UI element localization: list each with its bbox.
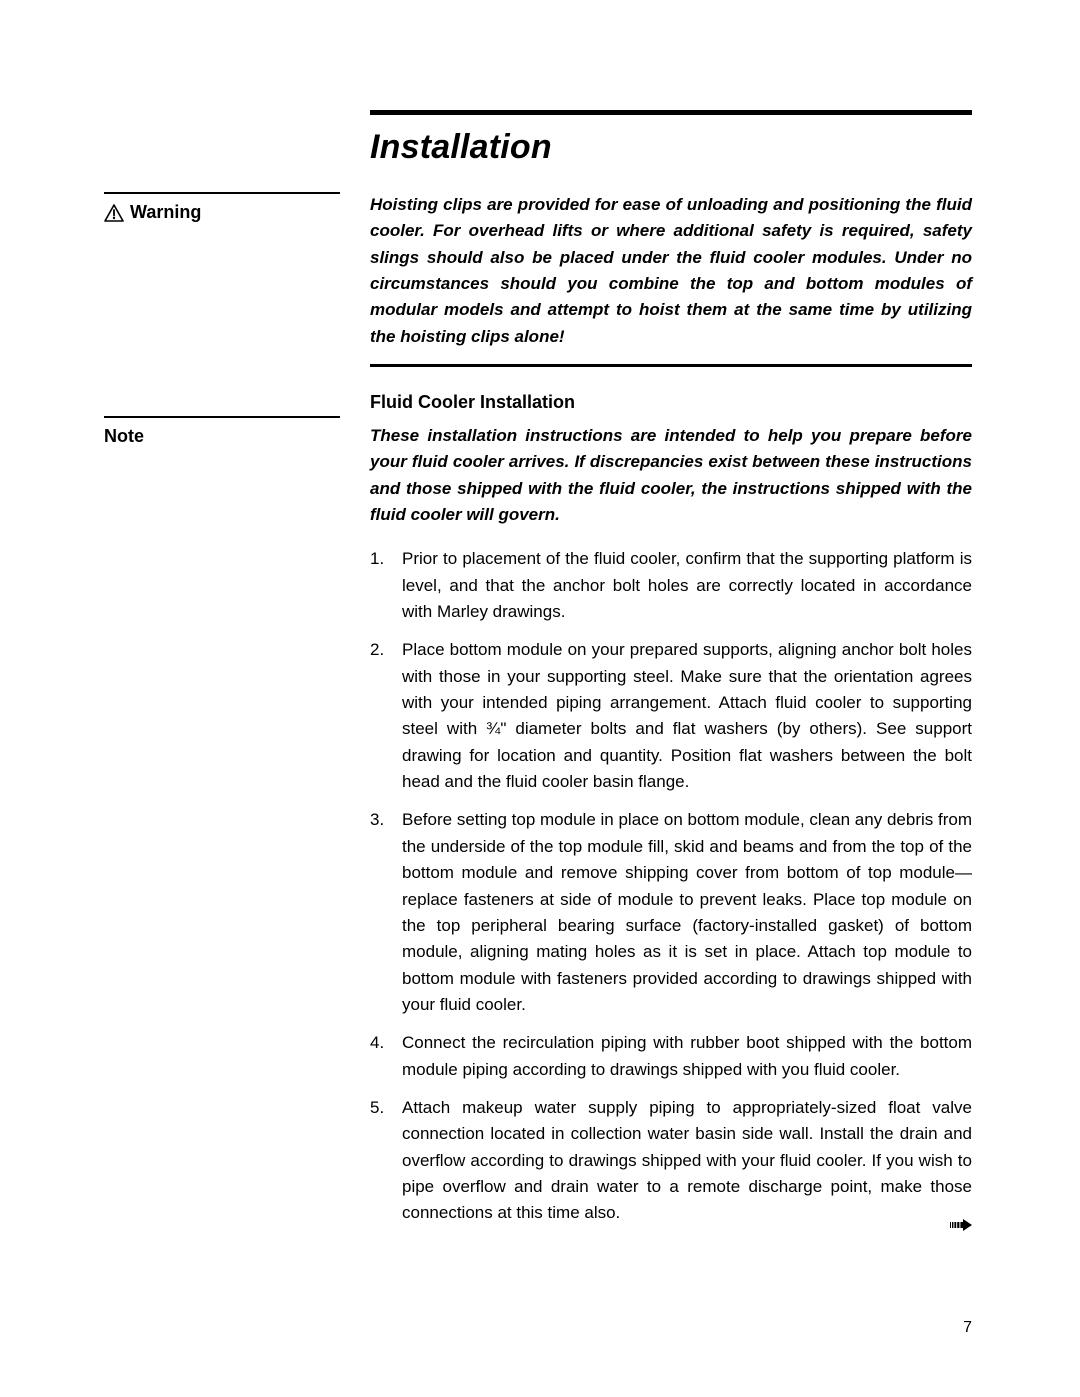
install-step: Before setting top module in place on bo… bbox=[370, 807, 972, 1018]
install-steps-list: Prior to placement of the fluid cooler, … bbox=[370, 546, 972, 1226]
warning-label-text: Warning bbox=[130, 202, 201, 223]
install-intro-paragraph: These installation instructions are inte… bbox=[370, 423, 972, 528]
sidebar-rule bbox=[104, 416, 340, 418]
note-label: Note bbox=[104, 426, 340, 447]
install-step: Connect the recirculation piping with ru… bbox=[370, 1030, 972, 1083]
warning-triangle-icon bbox=[104, 204, 124, 222]
section-title: Installation bbox=[370, 128, 552, 167]
install-block: Fluid Cooler Installation These installa… bbox=[370, 378, 972, 1239]
warning-label: Warning bbox=[104, 202, 340, 223]
top-horizontal-rule bbox=[370, 110, 972, 115]
sidebar-note-block: Note bbox=[104, 416, 340, 447]
continue-arrow-icon bbox=[950, 1213, 972, 1225]
mid-rule-block bbox=[370, 364, 972, 367]
install-step: Place bottom module on your prepared sup… bbox=[370, 637, 972, 795]
mid-horizontal-rule bbox=[370, 364, 972, 367]
warning-paragraph-block: Hoisting clips are provided for ease of … bbox=[370, 192, 972, 350]
install-step: Attach makeup water supply piping to app… bbox=[370, 1095, 972, 1227]
page: Installation Warning Hoisting clips are … bbox=[0, 0, 1080, 1397]
sidebar-warning-block: Warning bbox=[104, 192, 340, 223]
note-label-text: Note bbox=[104, 426, 144, 447]
install-step: Prior to placement of the fluid cooler, … bbox=[370, 546, 972, 625]
warning-paragraph: Hoisting clips are provided for ease of … bbox=[370, 192, 972, 350]
page-number: 7 bbox=[963, 1319, 972, 1337]
install-heading: Fluid Cooler Installation bbox=[370, 392, 972, 413]
sidebar-rule bbox=[104, 192, 340, 194]
